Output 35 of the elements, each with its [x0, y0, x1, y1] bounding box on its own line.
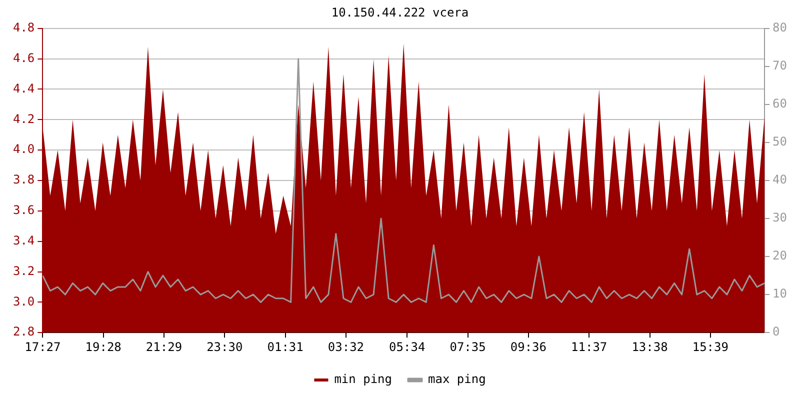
y-tick-label: 3.0	[12, 294, 35, 308]
y2-tick-label: 0	[772, 324, 780, 339]
x-tick-label: 11:37	[571, 340, 608, 354]
y-tick-label: 4.4	[12, 81, 35, 96]
y2-tick-label: 40	[772, 172, 788, 187]
y-tick-label: 4.8	[12, 20, 35, 35]
x-tick-label: 21:29	[146, 340, 182, 354]
y2-tick-label: 70	[772, 58, 788, 73]
y-tick-label: 2.8	[12, 324, 35, 339]
x-tick-label: 13:38	[632, 340, 668, 354]
x-tick-label: 03:32	[328, 340, 364, 354]
y2-tick-label: 60	[772, 96, 788, 111]
y2-tick-label: 30	[772, 210, 788, 225]
x-tick-label: 23:30	[206, 340, 243, 354]
y2-tick-label: 20	[772, 248, 788, 263]
y2-tick-label: 50	[772, 134, 788, 149]
x-tick-label: 07:35	[450, 340, 486, 354]
y-tick-label: 3.4	[12, 233, 35, 248]
x-tick-label: 17:27	[24, 340, 61, 354]
y-tick-label: 4.6	[12, 50, 35, 65]
y-tick-label: 3.8	[12, 172, 35, 187]
y-tick-label: 3.2	[12, 264, 35, 278]
y2-tick-label: 80	[772, 20, 788, 35]
x-tick-label: 05:34	[389, 340, 426, 354]
y2-tick-label: 10	[772, 286, 788, 301]
x-tick-label: 15:39	[692, 340, 728, 354]
y-tick-label: 3.6	[12, 203, 35, 218]
x-tick-label: 01:31	[267, 340, 304, 354]
legend-label: min ping	[334, 372, 392, 386]
legend-label: max ping	[428, 372, 486, 386]
chart-title: 10.150.44.222 vcera	[331, 5, 469, 20]
x-tick-label: 19:28	[85, 340, 122, 354]
y-tick-label: 4.2	[12, 112, 35, 126]
y-tick-label: 4.0	[12, 142, 35, 156]
x-tick-label: 09:36	[510, 340, 546, 354]
